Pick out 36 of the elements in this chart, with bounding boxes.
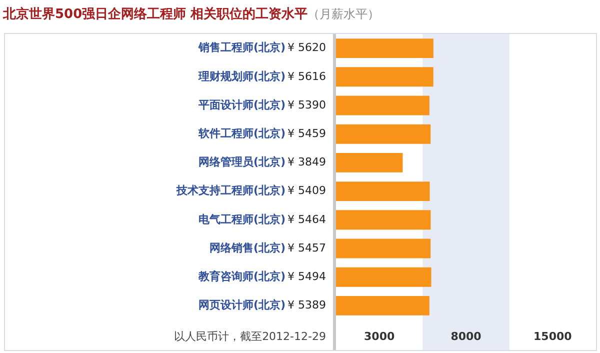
y-tick-label: 销售工程师(北京) xyxy=(197,41,286,54)
data-label: ¥ 5457 xyxy=(288,241,326,254)
y-tick-label: 教育咨询师(北京) xyxy=(197,270,286,283)
y-tick-label: 电气工程师(北京) xyxy=(198,212,286,226)
data-label: ¥ 5389 xyxy=(288,298,326,312)
bar xyxy=(336,124,431,144)
data-label: ¥ 5409 xyxy=(288,184,326,198)
data-label: ¥ 3849 xyxy=(288,156,326,169)
band-label: 8000 xyxy=(450,330,482,343)
y-tick-label: 理财规划师(北京) xyxy=(197,70,286,83)
bar xyxy=(336,210,431,230)
bar xyxy=(336,67,434,87)
bar xyxy=(336,296,430,316)
data-label: ¥ 5464 xyxy=(288,212,326,226)
text: 以人民币计，截至2012-12-29 xyxy=(174,330,326,343)
bar xyxy=(336,238,431,258)
y-tick-label: 网络销售(北京) xyxy=(209,241,286,254)
data-label: ¥ 5620 xyxy=(288,41,326,54)
y-tick-label: 技术支持工程师(北京) xyxy=(175,184,286,198)
y-tick-label: 网络管理员(北京) xyxy=(198,156,286,169)
bar xyxy=(336,38,434,58)
annotation: 3000 xyxy=(364,330,395,343)
bar xyxy=(336,96,430,116)
y-tick-label: 平面设计师(北京) xyxy=(197,98,286,112)
y-tick-label: 软件工程师(北京) xyxy=(197,126,286,140)
y-tick-label: 网页设计师(北京) xyxy=(198,298,286,312)
bar xyxy=(336,152,403,172)
data-label: ¥ 5459 xyxy=(288,126,326,140)
data-label: ¥ 5616 xyxy=(288,70,326,83)
bar xyxy=(336,267,432,287)
text: 北京世界500强日企网络工程师 相关职位的工资水平 xyxy=(3,7,308,22)
annotation: 15000 xyxy=(534,330,572,343)
bar xyxy=(336,182,430,202)
data-label: ¥ 5494 xyxy=(288,270,326,283)
chart-subtitle: （月薪水平） xyxy=(308,7,380,21)
data-label: ¥ 5390 xyxy=(288,98,326,112)
